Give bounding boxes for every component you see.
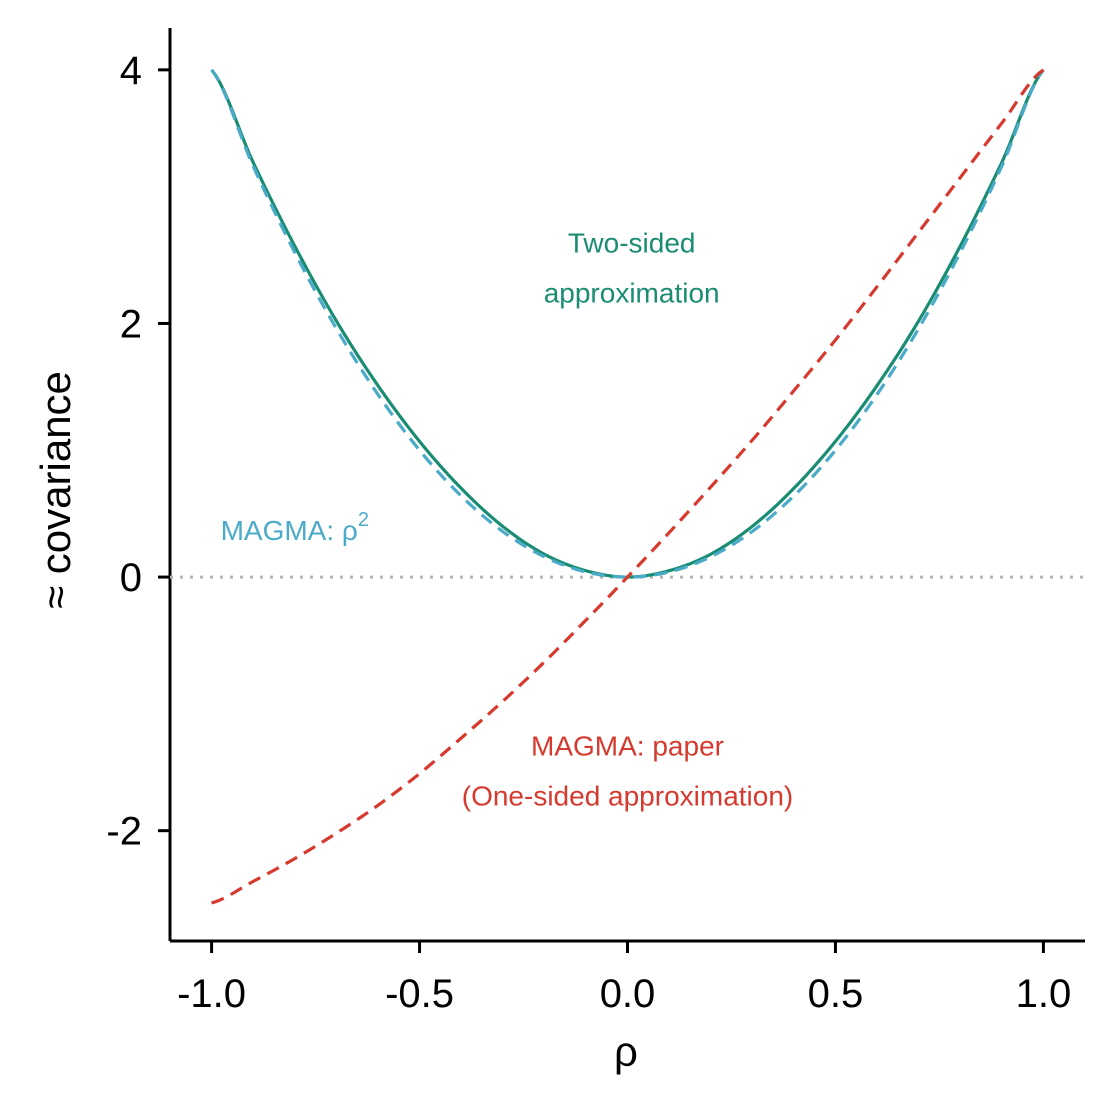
magma-rho2-annotation: MAGMA: ρ2	[221, 509, 369, 546]
y-tick-label: 0	[120, 556, 142, 600]
magma-paper-annotation-line-1: MAGMA: paper	[531, 731, 724, 762]
x-tick-label: -1.0	[177, 972, 246, 1016]
magma-paper-annotation-line-2: (One-sided approximation)	[462, 781, 794, 812]
x-axis-label: ρ	[614, 1028, 638, 1075]
x-tick-label: 0.0	[600, 972, 656, 1016]
magma-rho-squared-curve	[210, 68, 1045, 579]
x-tick-label: -0.5	[385, 972, 454, 1016]
two-sided-annotation-line-1: Two-sided	[568, 227, 696, 258]
two-sided-annotation-line-2: approximation	[544, 277, 720, 308]
two-sided-curve	[210, 68, 1045, 579]
x-tick-label: 0.5	[808, 972, 864, 1016]
magma-paper-curve	[211, 68, 1045, 905]
y-tick-label: 2	[120, 302, 142, 346]
y-tick-label: 4	[120, 49, 142, 93]
y-axis-label: ≈ covariance	[32, 371, 79, 609]
x-tick-label: 1.0	[1016, 972, 1072, 1016]
y-tick-label: -2	[106, 810, 142, 854]
series-group	[210, 68, 1045, 905]
annotations-group: Two-sided approximation MAGMA: ρ2 MAGMA: pa…	[221, 227, 794, 811]
ticks-group: -1.0 -0.5 0.0 0.5 1.0 -2 0 2 4	[106, 49, 1071, 1016]
